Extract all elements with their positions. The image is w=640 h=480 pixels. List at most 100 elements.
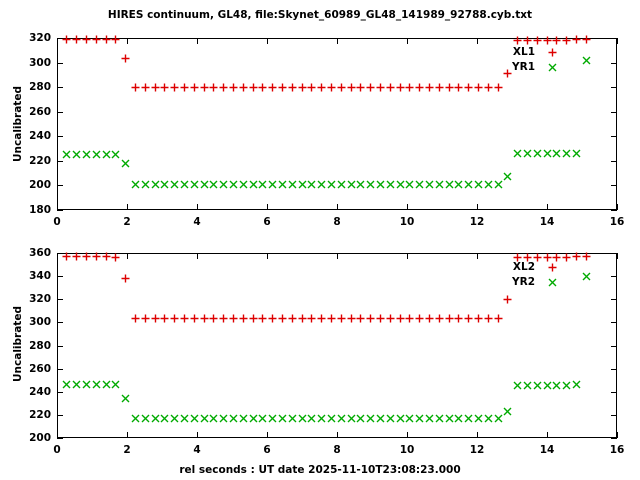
data-point [405, 83, 414, 92]
data-point [200, 83, 209, 92]
data-point [190, 83, 199, 92]
data-point [131, 414, 140, 423]
data-point [356, 414, 365, 423]
panel-top-y-axis-label: Uncalibrated [12, 86, 24, 162]
y-tick-mark [57, 368, 63, 370]
x-tick-mark [407, 38, 408, 44]
data-point [62, 35, 71, 44]
data-point [170, 314, 179, 323]
data-point [523, 381, 532, 390]
data-point [543, 149, 552, 158]
x-tick-mark [617, 432, 618, 438]
data-point [425, 180, 434, 189]
x-tick-label: 4 [193, 444, 201, 456]
data-point [209, 83, 218, 92]
data-point [376, 180, 385, 189]
y-tick-mark [611, 87, 617, 89]
data-point [484, 180, 493, 189]
y-tick-mark [611, 111, 617, 113]
data-point [92, 150, 101, 159]
data-point [386, 414, 395, 423]
data-point [180, 414, 189, 423]
data-point [562, 381, 571, 390]
x-tick-mark [267, 432, 268, 438]
x-tick-mark [267, 253, 268, 259]
x-tick-label: 12 [469, 444, 485, 456]
data-point [347, 83, 356, 92]
data-point [494, 314, 503, 323]
data-point [376, 414, 385, 423]
y-tick-label: 220 [29, 154, 51, 167]
data-point [356, 314, 365, 323]
data-point [347, 314, 356, 323]
data-point [219, 314, 228, 323]
x-tick-mark [547, 432, 548, 438]
legend-entry-xl1: XL1 [513, 46, 569, 58]
data-point [454, 83, 463, 92]
y-tick-label: 240 [29, 130, 51, 143]
data-point [366, 314, 375, 323]
data-point [513, 381, 522, 390]
data-point [562, 36, 571, 45]
y-tick-label: 320 [29, 32, 51, 44]
data-point [82, 35, 91, 44]
data-point [503, 69, 512, 78]
x-tick-label: 16 [609, 444, 625, 456]
y-tick-label: 260 [29, 362, 51, 375]
y-tick-label: 220 [29, 408, 51, 421]
x-tick-mark [407, 253, 408, 259]
data-point [494, 414, 503, 423]
x-tick-mark [197, 432, 198, 438]
data-point [454, 314, 463, 323]
data-point [180, 314, 189, 323]
data-point [376, 314, 385, 323]
x-tick-mark [127, 38, 128, 44]
data-point [445, 414, 454, 423]
x-tick-label: 8 [333, 216, 341, 228]
data-point [82, 380, 91, 389]
data-point [572, 149, 581, 158]
x-tick-label: 4 [193, 216, 201, 228]
data-point [405, 414, 414, 423]
legend-label: XL2 [512, 261, 535, 273]
data-point [200, 414, 209, 423]
data-point [200, 314, 209, 323]
data-point [82, 252, 91, 261]
legend-entry-yr1: YR1 [512, 61, 569, 73]
data-point [102, 150, 111, 159]
data-point [474, 314, 483, 323]
data-point [209, 314, 218, 323]
data-point [278, 314, 287, 323]
data-point [160, 414, 169, 423]
data-point [464, 314, 473, 323]
y-tick-mark [57, 414, 63, 416]
data-point [317, 414, 326, 423]
data-point [151, 314, 160, 323]
x-tick-mark [127, 253, 128, 259]
data-point [268, 180, 277, 189]
x-tick-mark [477, 38, 478, 44]
data-point [229, 314, 238, 323]
data-point [141, 314, 150, 323]
data-point [180, 180, 189, 189]
data-point [209, 180, 218, 189]
data-point [572, 380, 581, 389]
data-point [121, 394, 130, 403]
data-point [396, 414, 405, 423]
data-point [151, 180, 160, 189]
data-point [327, 414, 336, 423]
data-point [200, 180, 209, 189]
y-tick-mark [57, 38, 63, 39]
y-tick-label: 320 [29, 293, 51, 306]
legend-entry-xl2: XL2 [513, 261, 569, 273]
y-tick-mark [611, 414, 617, 416]
data-point [572, 252, 581, 261]
data-point [131, 83, 140, 92]
y-tick-label: 280 [29, 339, 51, 352]
y-tick-label: 300 [29, 316, 51, 329]
data-point [356, 180, 365, 189]
data-point [62, 380, 71, 389]
data-point [337, 83, 346, 92]
data-point [513, 149, 522, 158]
